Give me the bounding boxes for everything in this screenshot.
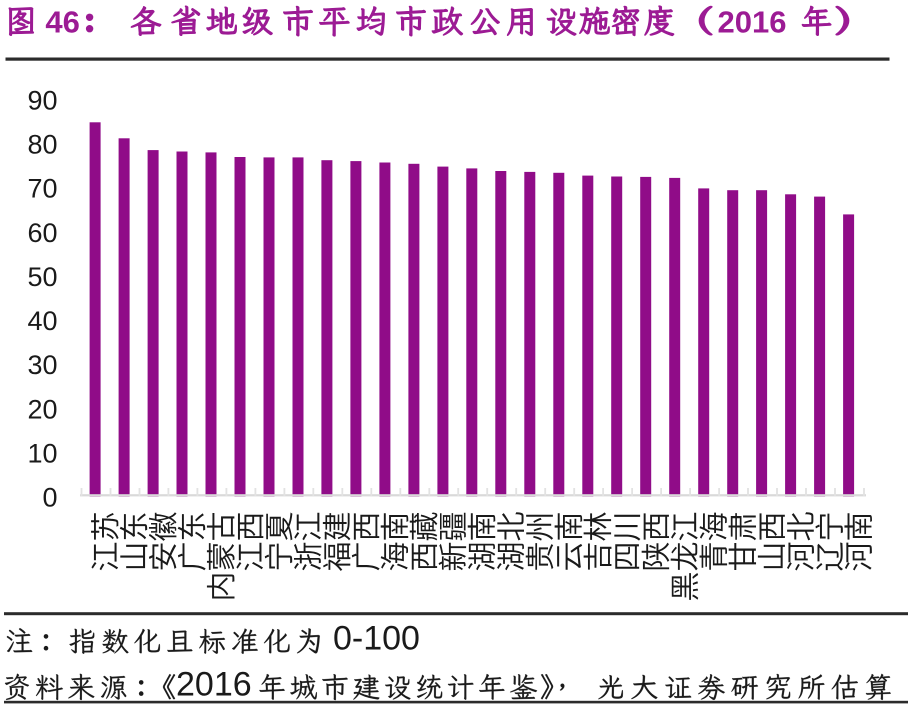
svg-text:10: 10: [27, 438, 57, 468]
svg-text:2016: 2016: [176, 666, 252, 704]
svg-text:2016: 2016: [718, 4, 787, 39]
svg-text:0-100: 0-100: [333, 620, 420, 658]
svg-text:60: 60: [27, 218, 57, 248]
svg-text:50: 50: [27, 262, 57, 292]
svg-text:20: 20: [27, 394, 57, 424]
svg-text:80: 80: [27, 130, 57, 160]
svg-text:70: 70: [27, 174, 57, 204]
svg-text:46: 46: [45, 4, 79, 39]
svg-text:40: 40: [27, 306, 57, 336]
svg-text:30: 30: [27, 350, 57, 380]
svg-text:0: 0: [42, 483, 57, 513]
svg-text:90: 90: [27, 85, 57, 115]
